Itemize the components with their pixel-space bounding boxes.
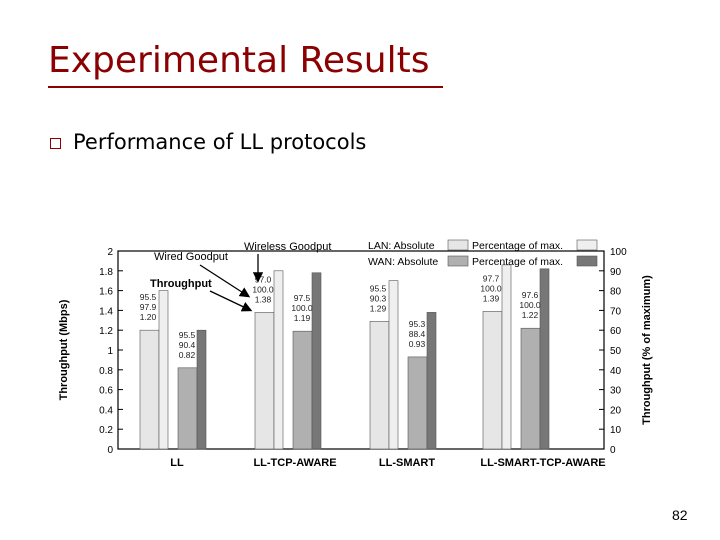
bar-labels: 95.597.91.2097.0100.01.3895.590.31.2997.… (140, 273, 541, 359)
lan-percent-bar (273, 270, 284, 450)
right-tick-label: 60 (610, 326, 622, 337)
left-tick-label: 0.4 (99, 405, 113, 416)
bar-value-label: 97.6 (522, 290, 539, 300)
legend-label: Percentage of max. (472, 256, 563, 268)
right-tick-label: 0 (610, 445, 616, 456)
left-tick-label: 1.6 (99, 287, 113, 298)
right-tick-label: 50 (610, 346, 622, 357)
bar-value-label: 97.9 (140, 302, 157, 312)
wan-percent-bar (311, 272, 322, 450)
left-axis: 0 0.2 0.4 0.6 0.8 1 1.2 1.4 1.6 1.8 2 Throughput (M… (58, 247, 123, 456)
category-label: LL (170, 457, 184, 469)
left-tick-label: 1.4 (99, 306, 113, 317)
bar-value-label: 97.0 (255, 274, 272, 284)
left-tick-label: 0.2 (99, 425, 113, 436)
wan-percent-bar (539, 268, 550, 450)
legend-swatch (576, 239, 598, 251)
lan-percent-bar (388, 280, 399, 450)
bar-value-label: 1.20 (140, 312, 157, 322)
lan-absolute-bar (369, 320, 390, 450)
bar-value-label: 95.5 (179, 330, 196, 340)
lan-absolute-bar (139, 329, 160, 450)
bar-value-label: 1.19 (294, 313, 311, 323)
annotations: Wireless Goodput Wired Goodput Throughput (150, 241, 331, 312)
category-label: LL-SMART (379, 457, 435, 469)
right-axis: 0 10 20 30 40 50 60 70 80 90 100 Throughput (% of m… (599, 247, 653, 456)
annotation-wired-goodput: Wired Goodput (154, 251, 228, 263)
left-tick-label: 0 (107, 445, 113, 456)
category-label: LL-TCP-AWARE (253, 457, 336, 469)
left-tick-label: 1.8 (99, 267, 113, 278)
bar-value-label: 95.5 (370, 283, 387, 293)
legend-label: WAN: Absolute (368, 256, 438, 268)
left-tick-label: 2 (107, 247, 113, 258)
right-tick-label: 30 (610, 386, 622, 397)
lan-absolute-bar (482, 311, 503, 450)
lan-absolute-bar (254, 312, 275, 450)
bar-value-label: 100.0 (291, 303, 313, 313)
legend-label: Percentage of max. (472, 240, 563, 252)
category-labels: LL LL-TCP-AWARE LL-SMART LL-SMART-TCP-AWARE (170, 457, 605, 469)
annotation-throughput: Throughput (150, 278, 212, 290)
wan-percent-bar (426, 312, 437, 450)
lan-percent-bar (158, 290, 169, 450)
bar-value-label: 0.82 (179, 350, 196, 360)
bar-value-label: 1.39 (483, 293, 500, 303)
legend-swatch (447, 239, 469, 251)
bar-value-label: 90.4 (179, 340, 196, 350)
arrow (209, 290, 253, 312)
bar-value-label: 97.7 (483, 273, 500, 283)
bullet-item: Performance of LL protocols (50, 130, 366, 154)
bar-value-label: 100.0 (252, 284, 274, 294)
bar-value-label: 100.0 (480, 283, 502, 293)
wan-percent-bar (196, 329, 207, 450)
bar-value-label: 97.5 (294, 293, 311, 303)
arrow (199, 264, 251, 298)
left-tick-label: 1.2 (99, 326, 113, 337)
right-tick-label: 70 (610, 306, 622, 317)
category-label: LL-SMART-TCP-AWARE (480, 457, 605, 469)
left-tick-label: 1 (107, 346, 113, 357)
right-axis-label: Throughput (% of maximum) (641, 275, 653, 425)
legend-label: LAN: Absolute (368, 240, 435, 252)
right-tick-label: 10 (610, 425, 622, 436)
right-tick-label: 80 (610, 287, 622, 298)
left-axis-label: Throughput (Mbps) (58, 299, 70, 400)
wan-absolute-bar (407, 356, 428, 450)
right-tick-label: 100 (610, 247, 627, 258)
legend: LAN: Absolute Percentage of max. WAN: Abso… (368, 239, 598, 268)
left-tick-label: 0.8 (99, 366, 113, 377)
right-tick-label: 40 (610, 366, 622, 377)
bullet-text: Performance of LL protocols (73, 130, 367, 154)
legend-swatch (447, 255, 469, 267)
bar-value-label: 88.4 (409, 329, 426, 339)
left-tick-label: 0.6 (99, 386, 113, 397)
annotation-wireless-goodput: Wireless Goodput (244, 241, 331, 253)
square-bullet-icon (50, 137, 61, 149)
lan-percent-bar (501, 264, 512, 450)
wan-absolute-bar (292, 330, 313, 450)
bars (139, 264, 550, 450)
title-underline (48, 86, 443, 88)
bar-value-label: 90.3 (370, 293, 387, 303)
slide-title: Experimental Results (48, 40, 430, 81)
bar-value-label: 1.22 (522, 310, 539, 320)
page-number: 82 (672, 507, 688, 523)
legend-swatch (576, 255, 598, 267)
right-tick-label: 90 (610, 267, 622, 278)
wan-absolute-bar (177, 367, 198, 450)
bar-value-label: 100.0 (519, 300, 541, 310)
bar-value-label: 95.3 (409, 319, 426, 329)
bar-value-label: 0.93 (409, 339, 426, 349)
bar-value-label: 1.29 (370, 303, 387, 313)
wan-absolute-bar (520, 327, 541, 450)
bar-value-label: 1.38 (255, 294, 272, 304)
right-tick-label: 20 (610, 405, 622, 416)
bar-value-label: 95.5 (140, 292, 157, 302)
